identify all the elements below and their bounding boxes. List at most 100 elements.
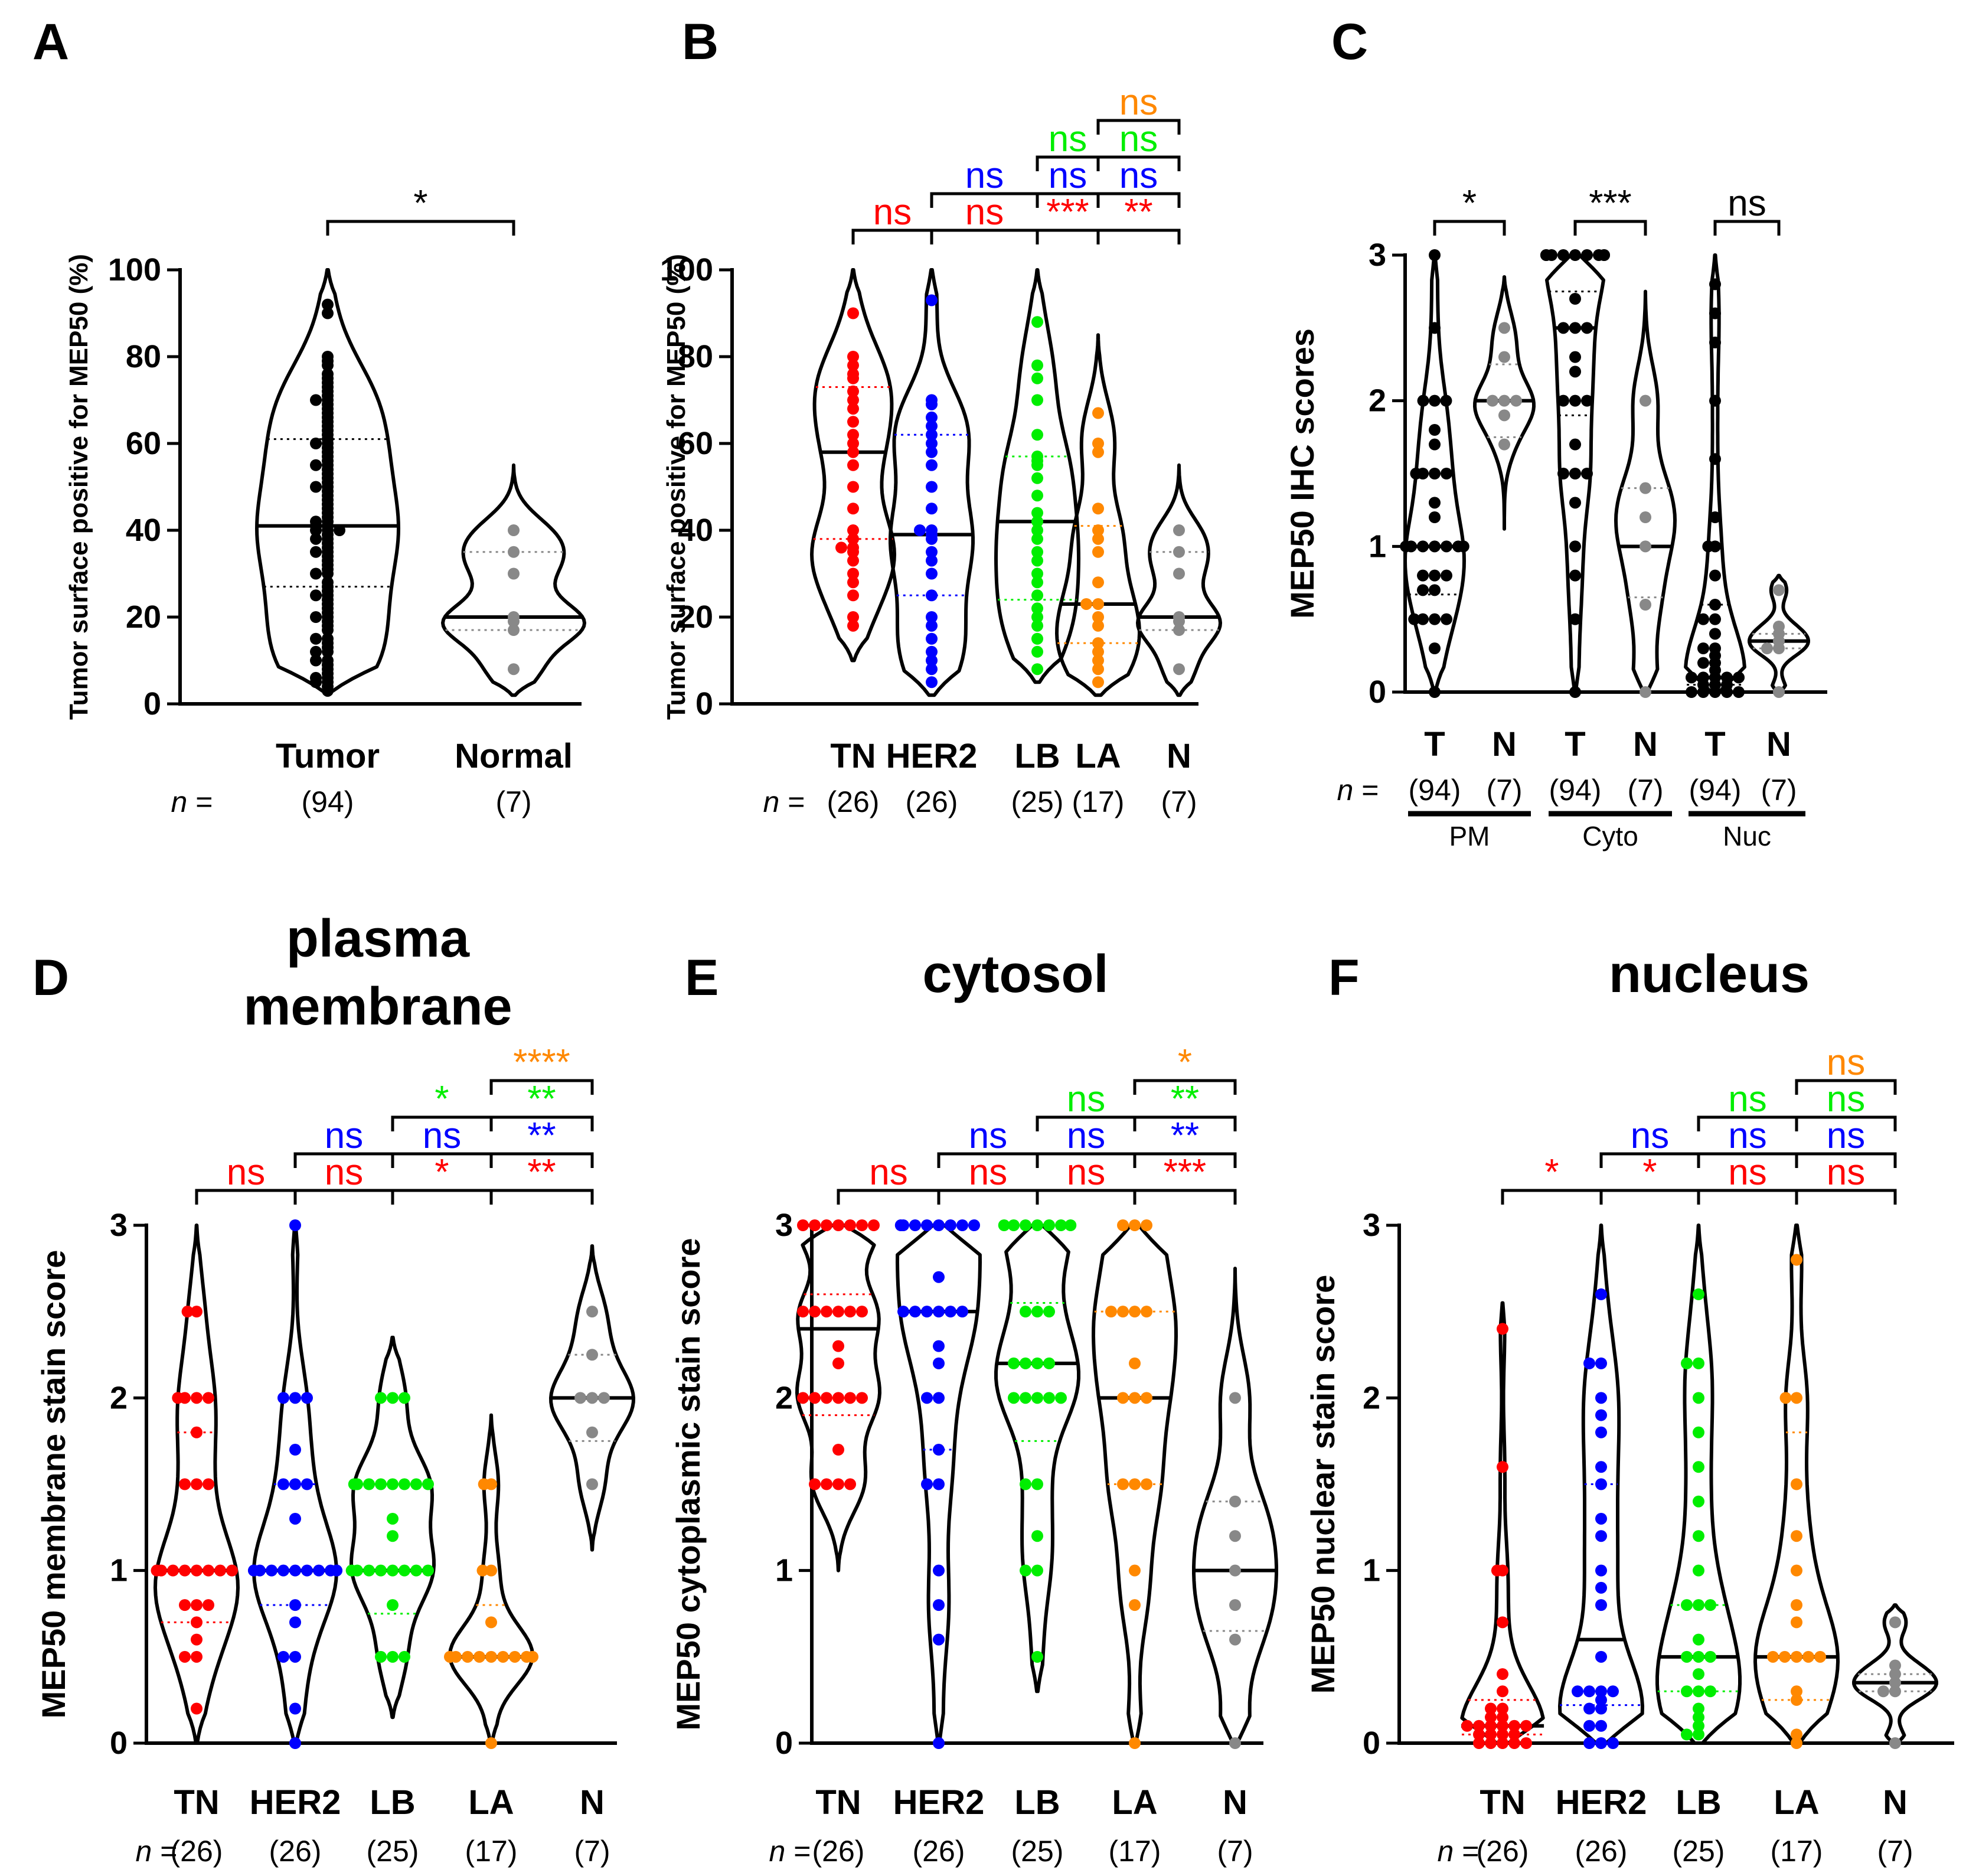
n-prefix: n =: [763, 785, 805, 818]
data-point: [1595, 1694, 1607, 1706]
sig-label: **: [527, 1115, 556, 1156]
data-point: [926, 611, 938, 623]
data-point: [933, 1306, 945, 1318]
data-point: [485, 1737, 497, 1749]
violin-lb: [994, 268, 1080, 684]
data-point: [1173, 567, 1185, 580]
data-point: [1498, 394, 1510, 407]
data-point: [821, 1219, 832, 1231]
n-label: (7): [1486, 774, 1522, 807]
sig-label: ns: [1827, 1152, 1865, 1193]
data-point: [1693, 1650, 1704, 1663]
data-point: [1129, 1306, 1141, 1318]
category-label: TN: [174, 1783, 219, 1822]
data-point: [1031, 1392, 1043, 1404]
data-point: [1733, 671, 1745, 684]
category-label: N: [1883, 1783, 1908, 1822]
data-point: [179, 1650, 191, 1663]
data-point: [526, 1650, 538, 1663]
data-point: [844, 1306, 856, 1318]
data-point: [1031, 619, 1043, 632]
data-point: [1791, 1254, 1802, 1266]
data-point: [387, 1530, 399, 1542]
data-point: [1141, 1306, 1152, 1318]
data-point: [1569, 366, 1581, 378]
data-point: [422, 1564, 434, 1577]
data-point: [1557, 322, 1569, 334]
data-point: [1581, 468, 1593, 479]
sig-bracket: [1795, 1189, 1897, 1205]
data-point: [1485, 1737, 1497, 1749]
data-point: [410, 1478, 422, 1490]
data-point: [1681, 1357, 1693, 1369]
sig-bracket: [326, 220, 515, 236]
data-point: [289, 1564, 301, 1577]
data-point: [1721, 671, 1733, 684]
data-point: [203, 1564, 214, 1577]
data-point: [1031, 1650, 1043, 1663]
data-point: [289, 1650, 301, 1663]
y-axis-label: MEP50 membrane stain score: [35, 1250, 72, 1719]
data-point: [926, 645, 938, 658]
sig-label: ns: [969, 1115, 1007, 1156]
data-point: [847, 541, 859, 554]
panel-title: plasma: [286, 909, 470, 968]
panel-title: cytosol: [922, 945, 1108, 1004]
data-point: [1779, 1650, 1791, 1663]
data-point: [1598, 249, 1611, 261]
data-point: [375, 1392, 387, 1404]
data-point: [1441, 569, 1452, 582]
data-point: [422, 1478, 434, 1490]
y-axis-label: MEP50 IHC scores: [1284, 328, 1321, 619]
sig-bracket: [489, 1115, 594, 1131]
n-label: (26): [906, 785, 958, 818]
sig-label: **: [527, 1079, 556, 1120]
data-point: [1693, 1288, 1704, 1300]
data-point: [322, 368, 334, 380]
data-point: [1229, 1633, 1241, 1646]
data-point: [945, 1306, 956, 1318]
data-point: [1802, 1650, 1814, 1663]
data-point: [289, 1219, 301, 1231]
n-label: (26): [812, 1835, 865, 1868]
data-point: [1693, 1685, 1704, 1698]
data-point: [473, 1650, 485, 1663]
sig-bracket: [1133, 1152, 1237, 1168]
data-point: [1429, 569, 1441, 582]
data-point: [322, 307, 334, 319]
sig-label: ns: [1067, 1115, 1105, 1156]
n-label: (7): [1877, 1835, 1913, 1868]
data-point: [1487, 394, 1498, 407]
data-point: [310, 438, 322, 449]
data-point: [1031, 372, 1043, 384]
data-point: [1092, 645, 1104, 658]
data-point: [1791, 1392, 1802, 1404]
data-point: [277, 1478, 289, 1490]
n-label: (26): [269, 1835, 322, 1868]
data-point: [1031, 645, 1043, 658]
data-point: [926, 619, 938, 632]
y-tick-label: 100: [108, 252, 161, 288]
data-point: [310, 645, 322, 658]
data-point: [1229, 1564, 1241, 1577]
sig-bracket: [1795, 1079, 1897, 1095]
data-point: [322, 351, 334, 363]
data-point: [1020, 1392, 1031, 1404]
data-point: [1031, 533, 1043, 545]
data-point: [586, 1306, 598, 1318]
y-axis-label: MEP50 cytoplasmic stain score: [670, 1238, 707, 1730]
y-tick-label: 3: [1369, 237, 1386, 273]
data-point: [1569, 394, 1581, 407]
violin-tn: [1460, 1301, 1545, 1745]
data-point: [310, 589, 322, 602]
data-point: [322, 576, 334, 589]
n-label: (94): [1549, 774, 1602, 807]
data-point: [933, 1271, 945, 1283]
data-point: [1697, 613, 1709, 625]
violin-lb: [994, 1224, 1080, 1694]
data-point: [1686, 671, 1697, 684]
data-point: [191, 1564, 203, 1577]
data-point: [1008, 1357, 1020, 1369]
data-point: [167, 1564, 179, 1577]
